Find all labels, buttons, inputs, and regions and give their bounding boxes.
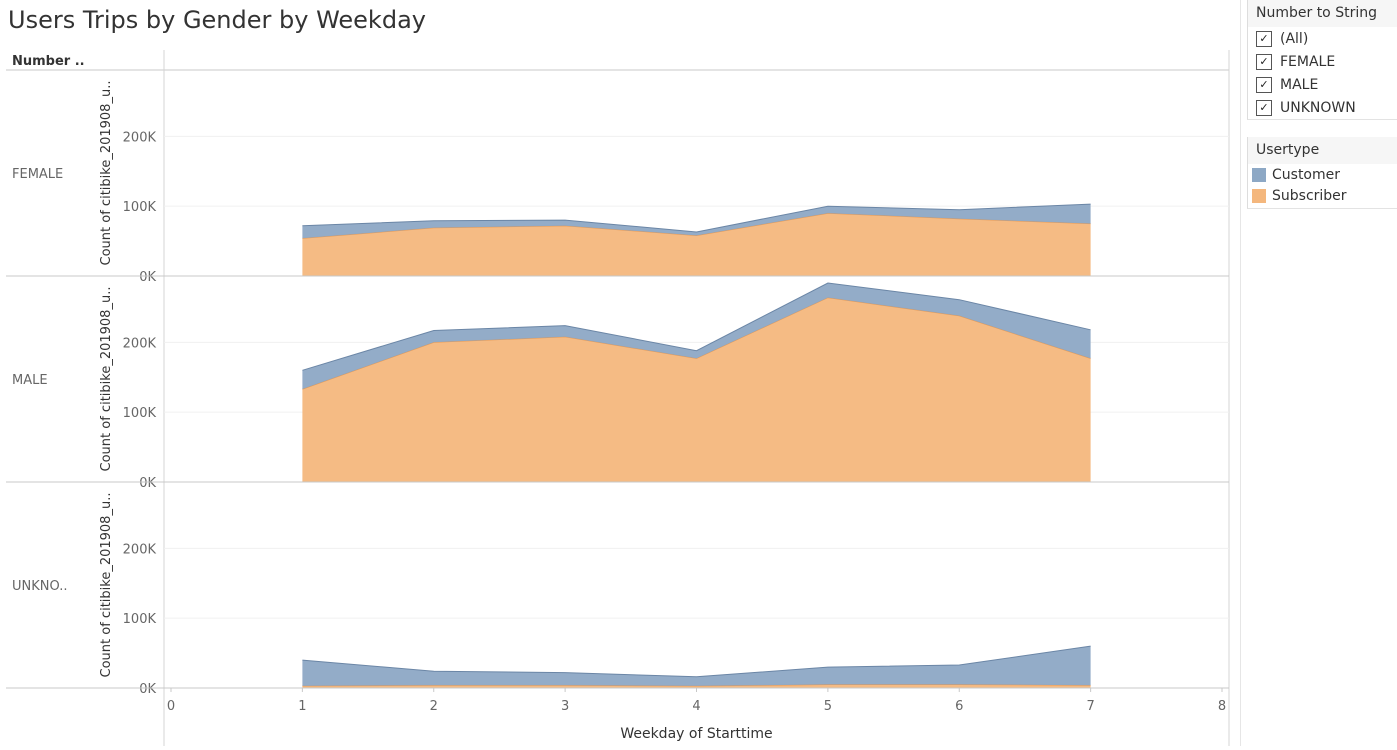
chart-area: Number .. 0K 100K 200K FEMALE Count of citibi… <box>0 46 1240 746</box>
legend-title: Usertype <box>1248 137 1397 164</box>
x-tick-label: 4 <box>692 699 700 714</box>
area-subscriber <box>302 297 1091 482</box>
legend-label: Customer <box>1272 166 1341 183</box>
filter-item-female[interactable]: ✓ FEMALE <box>1248 50 1397 73</box>
customer-swatch <box>1252 167 1266 182</box>
y-tick-label: 0K <box>139 270 156 285</box>
x-tick-label: 3 <box>561 699 569 714</box>
y-tick-label: 200K <box>123 542 157 557</box>
y-axis-title: Count of citibike_201908_u.. <box>99 81 114 266</box>
filter-panel: Number to String ✓ (All) ✓ FEMALE ✓ MALE… <box>1247 0 1397 120</box>
y-tick-label: 200K <box>123 130 157 145</box>
y-axis-title: Count of citibike_201908_u.. <box>99 287 114 472</box>
x-tick-label: 7 <box>1086 699 1094 714</box>
area-customer <box>302 646 1091 686</box>
y-tick-label: 100K <box>123 200 157 215</box>
y-tick-label: 0K <box>139 682 156 697</box>
y-tick-label: 100K <box>123 406 157 421</box>
legend-label: Subscriber <box>1272 187 1347 204</box>
check-icon[interactable]: ✓ <box>1256 53 1272 70</box>
check-icon[interactable]: ✓ <box>1256 76 1272 93</box>
x-tick-label: 0 <box>167 699 175 714</box>
filter-item-unknown[interactable]: ✓ UNKNOWN <box>1248 96 1397 119</box>
y-axis-title: Count of citibike_201908_u.. <box>99 493 114 678</box>
row-header-label: Number .. <box>12 54 85 69</box>
x-tick-label: 6 <box>955 699 963 714</box>
panel-divider <box>1240 0 1241 746</box>
filter-label: UNKNOWN <box>1280 99 1356 116</box>
area-subscriber <box>302 213 1091 276</box>
x-axis-title: Weekday of Starttime <box>620 726 772 742</box>
y-tick-label: 0K <box>139 476 156 491</box>
x-tick-label: 1 <box>298 699 306 714</box>
filter-item-male[interactable]: ✓ MALE <box>1248 73 1397 96</box>
area-edge-customer <box>302 203 1091 233</box>
filter-label: MALE <box>1280 76 1319 93</box>
x-tick-label: 8 <box>1218 699 1226 714</box>
x-tick-label: 5 <box>824 699 832 714</box>
filter-item-all[interactable]: ✓ (All) <box>1248 27 1397 50</box>
check-icon[interactable]: ✓ <box>1256 99 1272 116</box>
area-customer <box>302 204 1091 239</box>
area-edge-customer <box>302 645 1091 678</box>
row-label: UNKNO.. <box>12 579 67 594</box>
legend-item-customer[interactable]: Customer <box>1248 164 1397 185</box>
check-icon[interactable]: ✓ <box>1256 30 1272 47</box>
y-tick-label: 100K <box>123 612 157 627</box>
filter-label: FEMALE <box>1280 53 1336 70</box>
filter-label: (All) <box>1280 30 1309 47</box>
subscriber-swatch <box>1252 188 1266 203</box>
legend-panel: Usertype Customer Subscriber <box>1247 137 1397 209</box>
area-customer <box>302 283 1091 390</box>
area-edge-customer <box>302 282 1091 371</box>
legend-item-subscriber[interactable]: Subscriber <box>1248 185 1397 206</box>
filter-title: Number to String <box>1248 0 1397 27</box>
row-label: MALE <box>12 373 48 388</box>
x-tick-label: 2 <box>430 699 438 714</box>
y-tick-label: 200K <box>123 336 157 351</box>
chart-title: Users Trips by Gender by Weekday <box>8 6 426 34</box>
row-label: FEMALE <box>12 167 63 182</box>
